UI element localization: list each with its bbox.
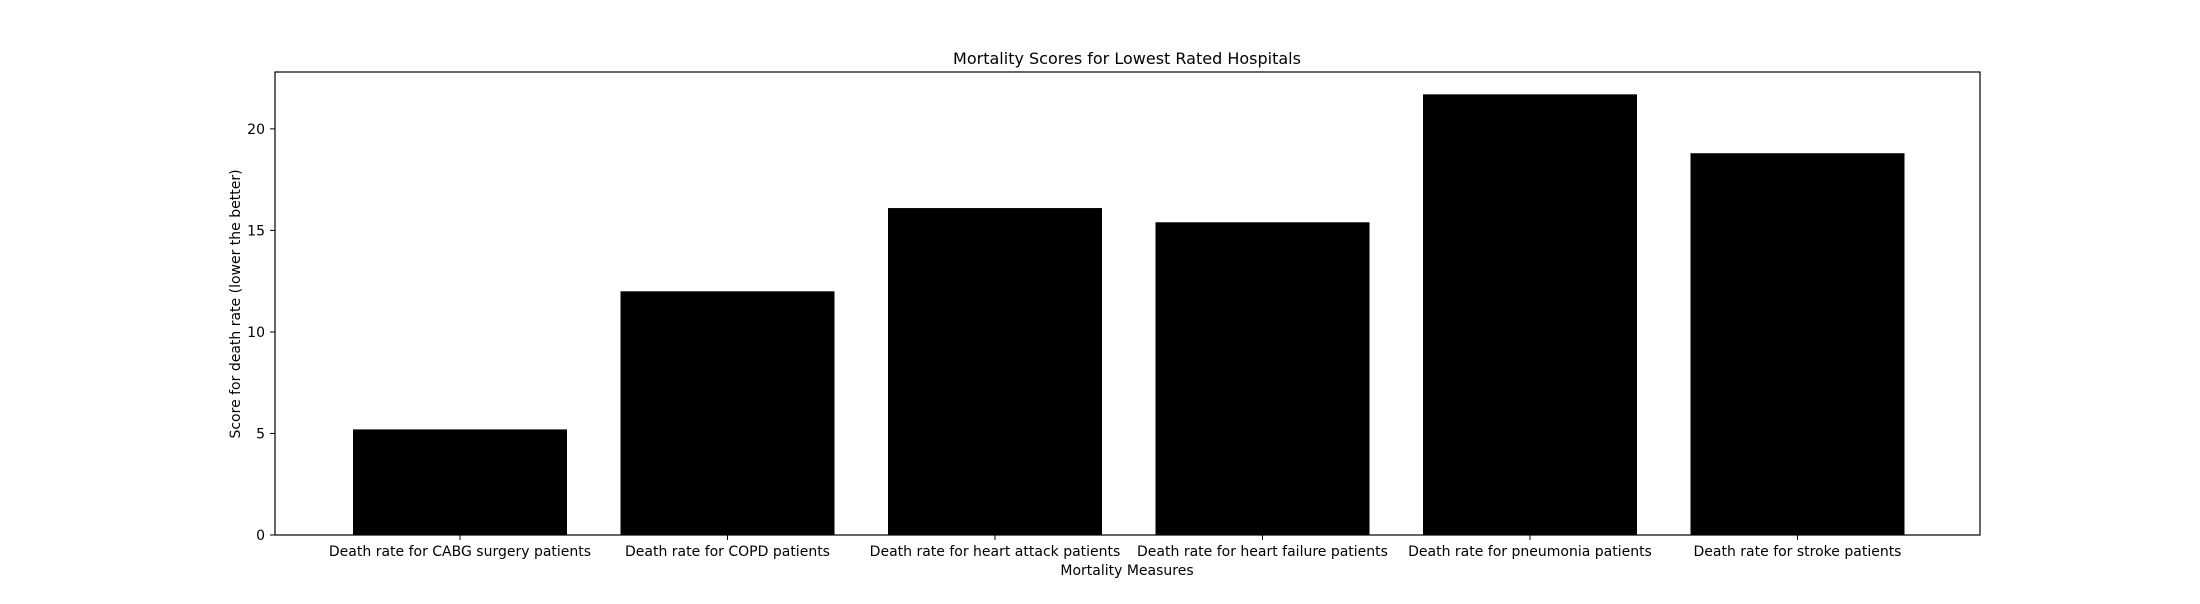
y-tick-label: 0 (256, 528, 265, 544)
y-axis-label: Score for death rate (lower the better) (228, 169, 244, 438)
y-tick-label: 15 (247, 223, 265, 239)
bar (1155, 222, 1370, 536)
x-tick-label: Death rate for pneumonia patients (1408, 544, 1652, 560)
bar (1690, 153, 1905, 535)
x-tick-label: Death rate for heart failure patients (1137, 544, 1388, 560)
y-tick-label: 10 (247, 325, 265, 341)
y-tick-label: 5 (256, 426, 265, 442)
y-axis: 0 5 10 15 20 (247, 122, 275, 544)
y-tick-label: 20 (247, 122, 265, 138)
bar (1423, 94, 1637, 536)
plot-frame (274, 71, 1981, 536)
x-tick-label: Death rate for stroke patients (1694, 544, 1902, 560)
bar (353, 429, 567, 535)
x-tick-label: Death rate for COPD patients (625, 544, 830, 560)
x-tick-label: Death rate for CABG surgery patients (329, 544, 591, 560)
x-tick-label: Death rate for heart attack patients (870, 544, 1121, 560)
x-axis-label: Mortality Measures (1060, 563, 1193, 579)
x-axis: Death rate for CABG surgery patients Deat… (329, 535, 1902, 560)
bar (620, 291, 835, 535)
bar (888, 208, 1102, 536)
chart-title: Mortality Scores for Lowest Rated Hospit… (953, 49, 1301, 68)
plot-area (353, 94, 1905, 536)
